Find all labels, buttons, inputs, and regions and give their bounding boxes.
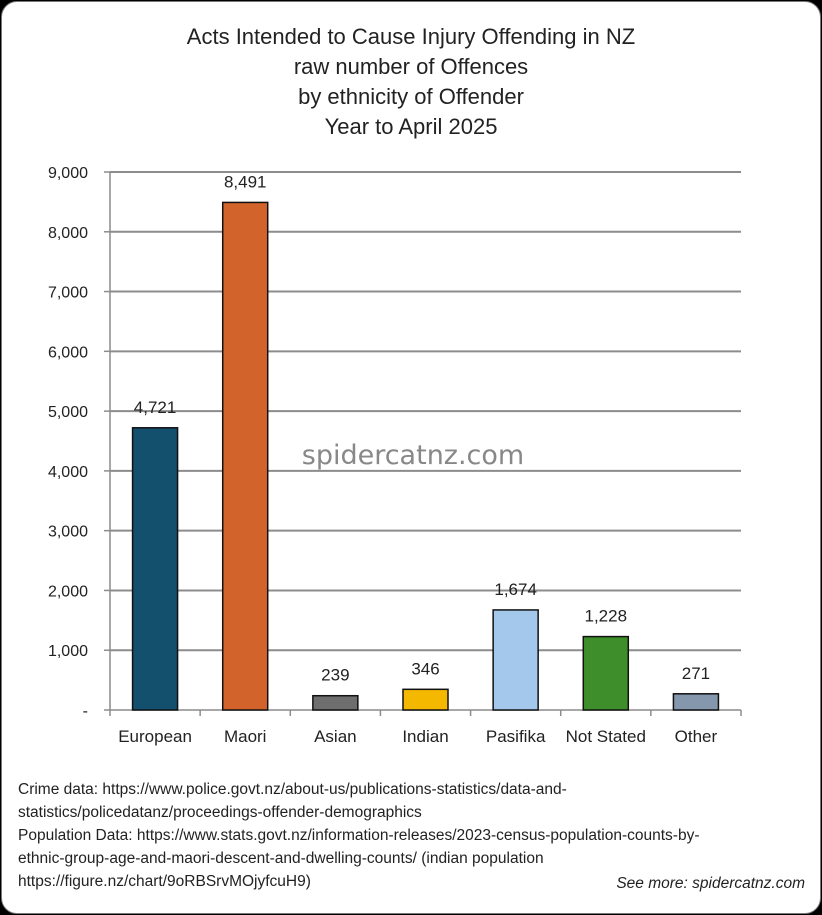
see-more-note: See more: spidercatnz.com	[616, 875, 805, 892]
y-tick-label: 4,000	[48, 464, 88, 481]
y-tick-label: 1,000	[48, 643, 88, 660]
source-line-2: statistics/policedatanz/proceedings-offe…	[18, 804, 422, 821]
data-label: 271	[682, 664, 710, 683]
source-line-3: Population Data: https://www.stats.govt.…	[18, 827, 700, 844]
title-line-1: Acts Intended to Cause Injury Offending …	[186, 24, 636, 49]
data-label: 1,674	[494, 580, 537, 599]
y-tick-label: 9,000	[48, 165, 88, 182]
x-tick-label: Pasifika	[486, 727, 546, 746]
bar-pasifika	[492, 609, 539, 711]
bar-indian	[402, 688, 449, 711]
bar-european	[131, 427, 179, 711]
x-tick-label: Maori	[224, 727, 267, 746]
title-line-2: raw number of Offences	[293, 54, 529, 79]
data-label: 1,228	[585, 607, 628, 626]
x-tick-label: Other	[675, 727, 718, 746]
bar-asian	[312, 694, 359, 711]
source-line-4: ethnic-group-age-and-maori-descent-and-d…	[18, 850, 544, 867]
chart-title: Acts Intended to Cause Injury Offending …	[2, 22, 820, 142]
source-line-5: https://figure.nz/chart/9oRBSrvMOjyfcuH9…	[18, 873, 311, 890]
y-tick-label: -	[83, 703, 88, 720]
bar-maori	[221, 201, 269, 711]
data-label: 346	[411, 659, 439, 678]
x-tick-label: Not Stated	[566, 727, 646, 746]
y-tick-label: 2,000	[48, 583, 88, 600]
x-tick-label: European	[118, 727, 192, 746]
data-label: 8,491	[224, 172, 267, 191]
bar-not-stated	[582, 635, 630, 711]
source-line-1: Crime data: https://www.police.govt.nz/a…	[18, 781, 567, 798]
title-line-3: by ethnicity of Offender	[298, 84, 524, 109]
y-tick-label: 3,000	[48, 524, 88, 541]
x-tick-label: Asian	[314, 727, 357, 746]
y-tick-label: 7,000	[48, 285, 88, 302]
title-line-4: Year to April 2025	[324, 114, 498, 139]
sources-note: Crime data: https://www.police.govt.nz/a…	[18, 778, 818, 893]
data-label: 239	[321, 666, 349, 685]
bar-other	[672, 693, 720, 711]
y-tick-label: 6,000	[48, 344, 88, 361]
data-label: 4,721	[134, 398, 177, 417]
y-tick-label: 5,000	[48, 404, 88, 421]
watermark: spidercatnz.com	[301, 440, 525, 471]
y-tick-label: 8,000	[48, 225, 88, 242]
x-tick-label: Indian	[402, 727, 448, 746]
